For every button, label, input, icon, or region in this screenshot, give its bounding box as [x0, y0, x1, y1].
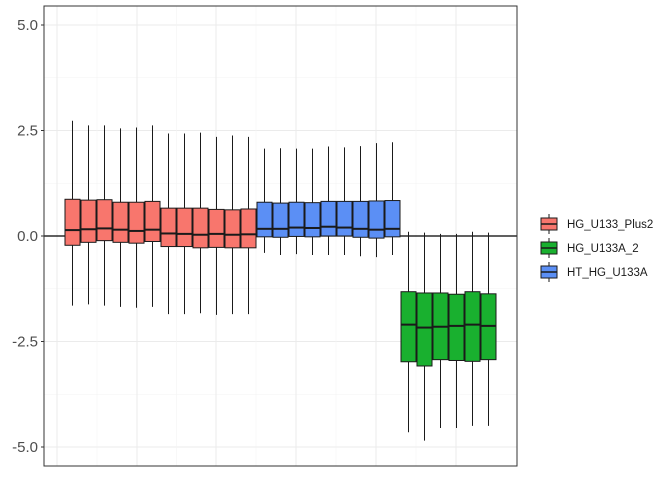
- legend-label: HG_U133A_2: [567, 243, 639, 255]
- legend-label: HT_HG_U133A: [567, 267, 648, 279]
- box-body: [368, 200, 385, 239]
- box-body: [448, 293, 465, 361]
- box-HT_HG_U133A-2: [272, 148, 289, 255]
- box-body: [224, 209, 241, 249]
- box-HG_U133_Plus2-10: [208, 136, 225, 315]
- box-body: [416, 292, 433, 367]
- box-HG_U133A_2-1: [400, 231, 417, 433]
- y-axis: -5.0 -2.5 0.0 2.5 5.0: [12, 17, 44, 456]
- box-HG_U133_Plus2-7: [160, 133, 177, 315]
- box-HG_U133_Plus2-5: [128, 127, 145, 308]
- box-body: [128, 201, 145, 244]
- box-body: [352, 200, 369, 238]
- box-HT_HG_U133A-4: [304, 148, 321, 255]
- box-body: [240, 208, 257, 249]
- box-body: [288, 201, 305, 237]
- box-body: [320, 200, 337, 237]
- box-HG_U133A_2-2: [416, 232, 433, 441]
- box-HG_U133A_2-5: [464, 231, 481, 426]
- box-HT_HG_U133A-1: [256, 148, 273, 253]
- legend-label: HG_U133_Plus2: [567, 219, 653, 231]
- y-tick-label: 5.0: [17, 17, 38, 34]
- box-body: [208, 208, 225, 248]
- box-body: [304, 202, 321, 238]
- box-HG_U133A_2-6: [480, 232, 497, 426]
- y-tick-label: 0.0: [17, 228, 38, 245]
- box-HG_U133_Plus2-8: [176, 133, 193, 315]
- y-tick-label: 2.5: [17, 122, 38, 139]
- box-HG_U133A_2-4: [448, 233, 465, 429]
- box-body: [176, 207, 193, 248]
- box-HG_U133_Plus2-2: [80, 125, 97, 305]
- box-body: [80, 199, 97, 243]
- box-groups: [64, 120, 497, 441]
- box-body: [256, 201, 273, 238]
- box-body: [192, 207, 209, 249]
- box-body: [112, 201, 129, 243]
- box-body: [272, 202, 289, 238]
- box-HG_U133_Plus2-9: [192, 132, 209, 314]
- box-HG_U133_Plus2-1: [64, 120, 81, 306]
- box-HT_HG_U133A-7: [352, 146, 369, 257]
- legend-item-HT_HG_U133A: HT_HG_U133A: [540, 262, 648, 282]
- box-HG_U133_Plus2-3: [96, 125, 113, 306]
- box-HG_U133A_2-3: [432, 233, 449, 429]
- box-HT_HG_U133A-8: [368, 143, 385, 258]
- legend-item-HG_U133A_2: HG_U133A_2: [540, 238, 639, 258]
- legend: HG_U133_Plus2 HG_U133A_2 HT_HG_U133A: [540, 214, 653, 282]
- box-body: [96, 199, 113, 242]
- box-HT_HG_U133A-9: [384, 142, 401, 255]
- box-HG_U133_Plus2-4: [112, 128, 129, 307]
- box-body: [160, 207, 177, 248]
- box-HG_U133_Plus2-11: [224, 135, 241, 315]
- y-tick-label: -5.0: [12, 439, 38, 456]
- box-body: [144, 200, 161, 242]
- box-HT_HG_U133A-5: [320, 146, 337, 255]
- box-HG_U133_Plus2-12: [240, 136, 257, 315]
- box-HT_HG_U133A-3: [288, 148, 305, 255]
- box-HG_U133_Plus2-6: [144, 125, 161, 307]
- legend-item-HG_U133_Plus2: HG_U133_Plus2: [540, 214, 653, 234]
- box-body: [336, 200, 353, 237]
- box-body: [64, 198, 81, 246]
- box-HT_HG_U133A-6: [336, 147, 353, 255]
- y-tick-label: -2.5: [12, 334, 38, 351]
- box-body: [384, 200, 401, 238]
- box-body: [400, 291, 417, 363]
- box-body: [464, 291, 481, 362]
